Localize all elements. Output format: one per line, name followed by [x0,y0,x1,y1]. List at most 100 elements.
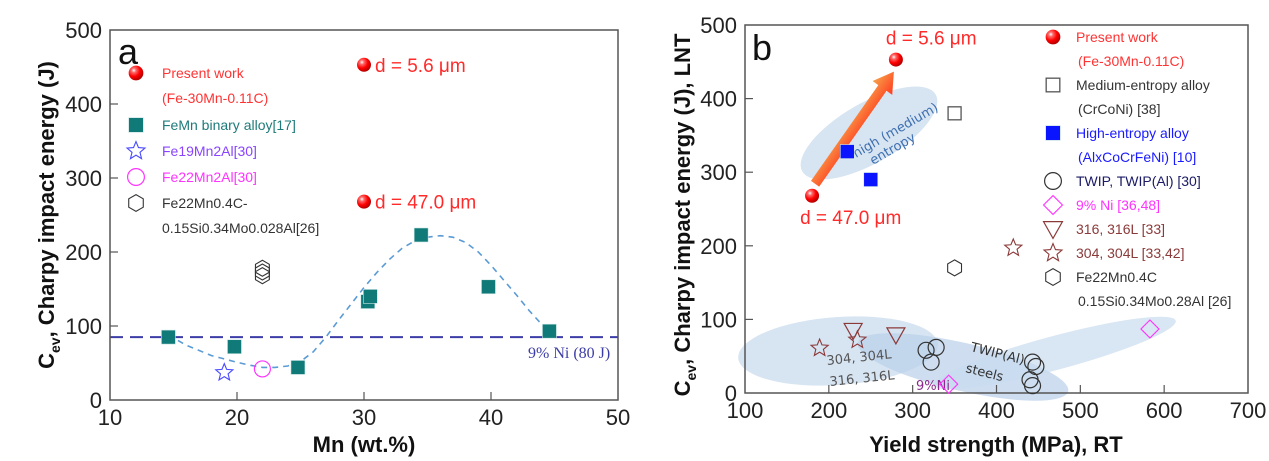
point-high-entropy-alloy-alxcocrfeni-10 [839,144,855,159]
y-tick-label: 100 [700,307,737,332]
y-tick-label: 300 [65,166,102,191]
legend-marker-twip-twip-al-30 [1043,172,1062,191]
legend-label: Present work [162,65,245,81]
point-femn-binary-alloy-17 [413,227,429,243]
point-9-ni-36-48 [1140,319,1160,339]
point-twip-twip-al-30 [922,353,940,371]
y-tick-label: 200 [65,240,102,265]
legend-label: Fe22Mn0.4C [1076,269,1157,285]
panel-letter-b: b [752,27,772,68]
point-femn-binary-alloy-17 [363,289,378,304]
grain-refinement-arrow [810,71,894,187]
x-tick-label: 200 [810,398,847,423]
x-tick-label: 100 [727,398,764,423]
a-reference-label: 9% Ni (80 J) [528,345,610,362]
b-shaded-regions [738,86,1176,401]
legend-label: (AlxCoCrFeNi) [10] [1078,149,1196,165]
legend-label: Fe19Mn2Al[30] [162,143,257,159]
point-304-304l-33-42 [847,329,868,349]
x-tick-label: 300 [894,398,931,423]
legend-label: 9% Ni [36,48] [1076,197,1160,213]
point-present-work-fe-30mn-0-11c [357,194,371,209]
legend-label: Medium-entropy alloy [1076,77,1210,93]
point-fe22mn2al-30 [253,360,271,378]
region-label-9ni: 9%Ni [916,379,950,394]
point-high-entropy-alloy-alxcocrfeni-10 [863,172,879,187]
y-tick-label: 0 [725,381,737,406]
legend-marker-high-entropy-alloy-alxcocrfeni-10 [1045,125,1061,141]
legend-label: TWIP, TWIP(Al) [30] [1076,173,1201,189]
a-fit-layer [110,234,618,369]
x-tick-label: 10 [98,405,122,430]
b-legend: Present work (Fe-30Mn-0.11C) Medium-entrop… [1042,29,1231,309]
legend-label: 304, 304L [33,42] [1076,245,1184,261]
point-fe22mn0-4c-0-15si0-34mo0-028al-26 [254,259,270,277]
point-9-ni-36-48 [938,374,959,394]
x-tick-label: 20 [225,405,249,430]
b-x-axis-title: Yield strength (MPa), RT [869,432,1123,457]
point-fe22mn0-4c-0-15si0-34mo0-28al-26 [947,259,963,277]
legend-marker-fe22mn2al-30 [126,168,145,187]
point-304-304l-33-42 [1003,237,1024,257]
x-tick-label: 400 [978,398,1015,423]
x-tick-label: 30 [352,405,376,430]
y-tick-label: 400 [700,87,737,112]
legend-label: (CrCoNi) [38] [1078,101,1160,117]
y-tick-label: 500 [700,13,737,38]
y-tick-label: 100 [65,314,102,339]
legend-marker-316-316l-33 [1042,221,1064,240]
legend-marker-fe22mn0-4c-0-15si0-34mo0-28al-26 [1045,267,1061,287]
point-fe22mn0-4c-0-15si0-34mo0-028al-26 [254,263,270,281]
legend-marker-present-work-fe-30mn-0-11c [128,65,144,81]
legend-label: (Fe-30Mn-0.11C) [162,90,268,106]
legend-label: 0.15Si0.34Mo0.028Al[26] [162,220,319,236]
x-tick-label: 500 [1062,398,1099,423]
legend-marker-304-304l-33-42 [1042,242,1064,262]
y-tick-label: 300 [700,160,737,185]
y-tick-label: 500 [65,18,102,43]
arrow-shape [810,71,894,187]
point-label: d = 5.6 μm [886,29,977,50]
point-femn-binary-alloy-17 [161,329,176,345]
point-label: d = 5.6 μm [375,56,466,77]
point-twip-twip-al-30 [917,341,935,359]
point-twip-twip-al-30 [1023,377,1042,395]
legend-marker-9-ni-36-48 [1042,194,1064,216]
legend-label: 0.15Si0.34Mo0.28Al [26] [1078,293,1231,309]
legend-label: FeMn binary alloy[17] [162,117,296,133]
a-x-axis-title: Mn (wt.%) [313,432,416,457]
point-316-316l-33 [885,327,906,346]
x-tick-label: 700 [1230,398,1267,423]
y-tick-label: 200 [700,234,737,259]
legend-marker-fe22mn0-4c-0-15si0-34mo0-028al-26 [128,193,144,213]
a-y-axis-title: Cev, Charpy impact energy (J) [34,61,63,369]
a-legend: Present work (Fe-30Mn-0.11C) FeMn binary a… [125,65,319,236]
legend-label: 316, 316L [33] [1076,221,1165,237]
x-tick-label: 600 [1146,398,1183,423]
panel-letter-a: a [118,31,139,72]
arrow-body [810,71,894,187]
x-tick-label: 50 [606,405,630,430]
point-femn-binary-alloy-17 [227,339,242,355]
y-tick-label: 0 [90,388,102,413]
legend-label: Fe22Mn2Al[30] [162,169,257,185]
legend-marker-fe19mn2al-30 [125,140,147,160]
point-label: d = 47.0 μm [800,208,901,229]
y-tick-label: 400 [65,92,102,117]
legend-label: High-entropy alloy [1076,125,1189,141]
legend-marker-present-work-fe-30mn-0-11c [1045,29,1061,45]
region-label-304: 304, 304L [826,347,893,369]
region-label-316: 316, 316L [829,368,896,390]
point-304-304l-33-42 [809,337,830,357]
legend-marker-femn-binary-alloy-17 [128,117,144,133]
legend-label: Present work [1076,29,1159,45]
b-y-axis-title: Cev, Charpy impact energy (J), LNT [670,33,699,396]
point-present-work-fe-30mn-0-11c [805,188,820,203]
point-medium-entropy-alloy-crconi-38 [947,106,962,121]
point-fe19mn2al-30 [214,362,235,382]
point-femn-binary-alloy-17 [542,323,557,339]
